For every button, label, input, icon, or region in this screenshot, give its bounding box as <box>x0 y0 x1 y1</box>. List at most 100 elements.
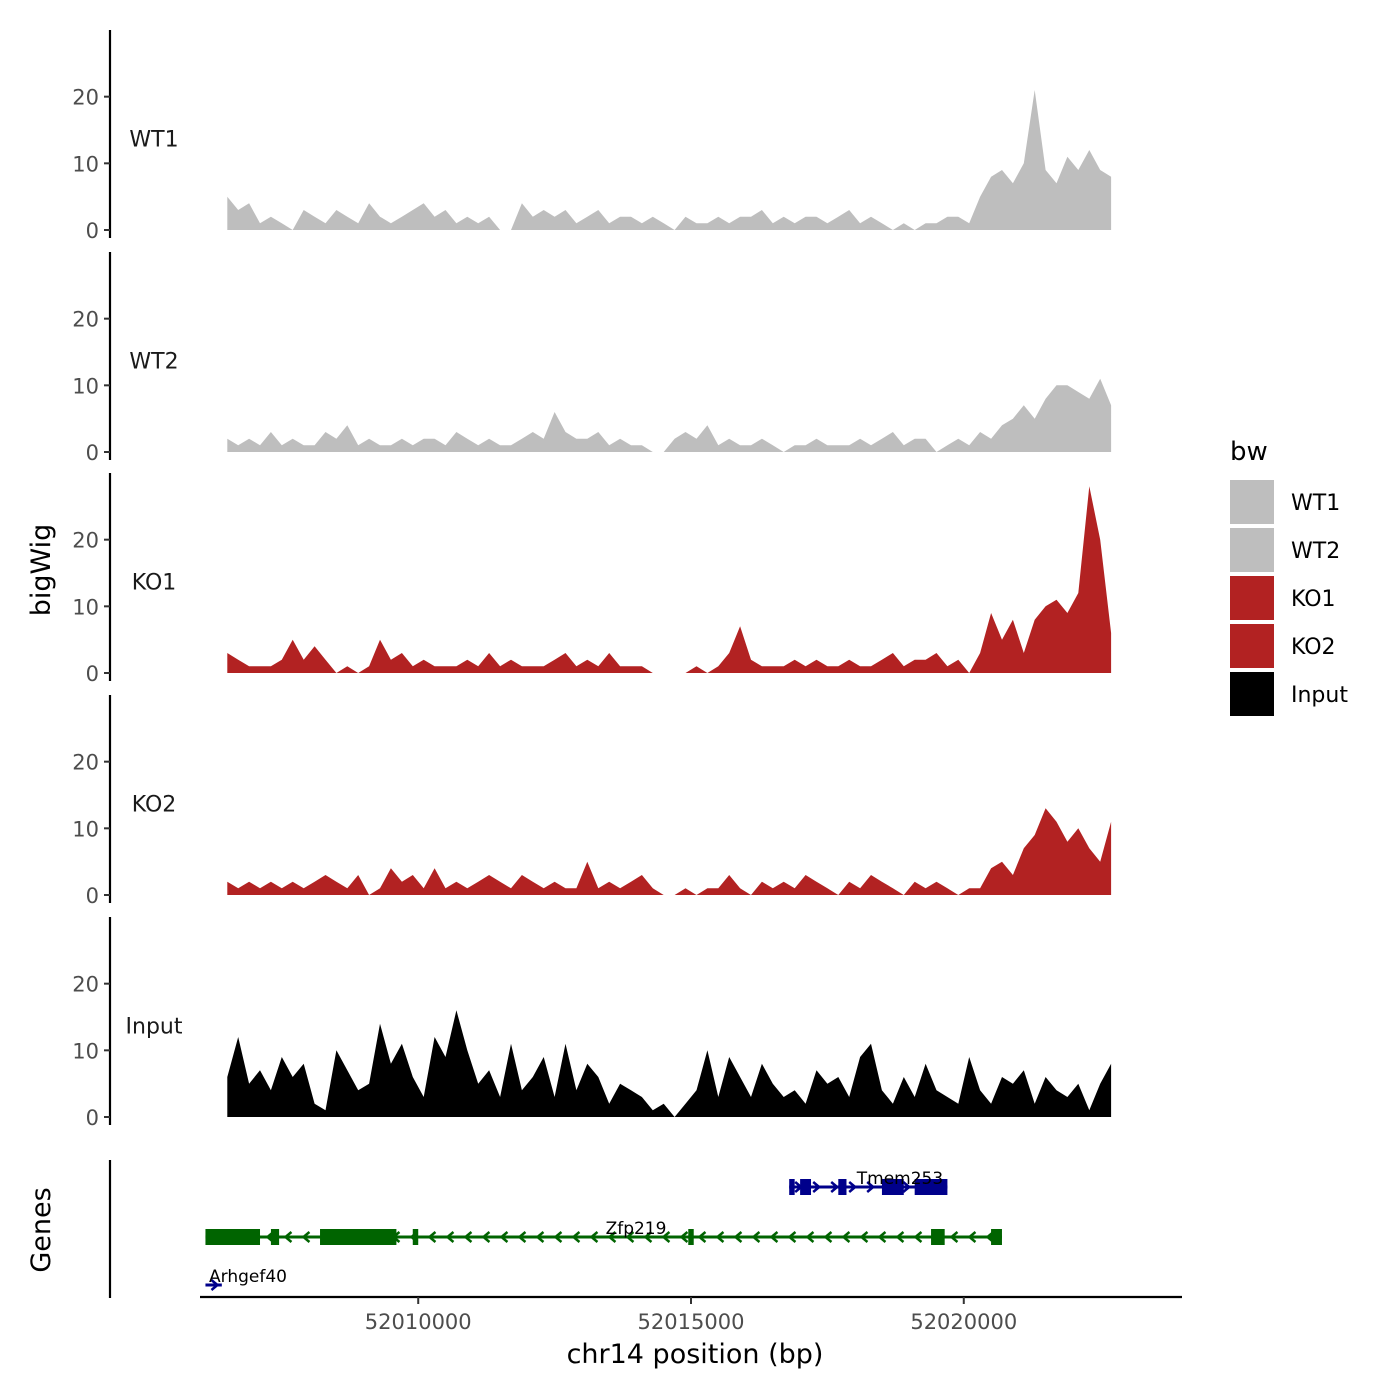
x-tick-label: 52015000 <box>638 1310 745 1334</box>
signal-tracks: 0 10 20 WT1 0 10 20 WT2 0 10 20 KO1 0 10 20 KO2 0 10 20 Inp… <box>72 30 1112 1130</box>
legend-swatch-wt1 <box>1230 480 1274 524</box>
gene-label: Arhgef40 <box>209 1267 287 1287</box>
y-tick-label: 20 <box>72 86 99 110</box>
gene-label: Zfp219 <box>606 1219 667 1239</box>
exon-block <box>881 1179 904 1195</box>
strand-arrow <box>841 1231 851 1243</box>
strand-arrow <box>733 1231 743 1243</box>
strand-arrow <box>427 1231 437 1243</box>
strand-arrow <box>589 1231 599 1243</box>
track-ko2: 0 10 20 KO2 <box>72 695 1112 908</box>
track-wt1: 0 10 20 WT1 <box>72 30 1112 243</box>
strand-arrow <box>661 1231 671 1243</box>
strand-arrow <box>967 1231 977 1243</box>
x-tick-label: 52010000 <box>365 1310 472 1334</box>
signal-area-input <box>227 1010 1112 1117</box>
exon-block <box>688 1229 694 1245</box>
strand-arrow <box>895 1231 905 1243</box>
track-label: WT1 <box>129 128 178 153</box>
track-label: KO2 <box>132 793 177 818</box>
strand-arrow <box>535 1231 545 1243</box>
y-tick-label: 0 <box>86 884 99 908</box>
track-input: 0 10 20 Input <box>72 917 1112 1130</box>
track-label: WT2 <box>129 350 178 375</box>
x-axis: 52010000 52015000 52020000 <box>200 1295 1182 1334</box>
legend-label: WT1 <box>1291 491 1340 516</box>
exon-block <box>412 1229 419 1245</box>
track-ko1: 0 10 20 KO1 <box>72 473 1112 686</box>
strand-arrow <box>949 1231 959 1243</box>
exon-block <box>789 1179 795 1195</box>
track-label: Input <box>126 1015 183 1040</box>
y-tick-label: 10 <box>72 595 99 619</box>
strand-arrow <box>210 1279 220 1291</box>
strand-arrow <box>481 1231 491 1243</box>
y-tick-label: 0 <box>86 441 99 465</box>
legend-label: WT2 <box>1291 539 1340 564</box>
x-axis-title: chr14 position (bp) <box>567 1339 824 1370</box>
exon-block <box>991 1229 1002 1245</box>
gene-tmem253: Tmem253 <box>789 1169 948 1195</box>
exon-block <box>838 1179 847 1195</box>
y-axis-title: bigWig <box>26 524 57 617</box>
exon-block <box>205 1229 261 1245</box>
signal-area-ko2 <box>227 808 1112 895</box>
exon-block <box>320 1229 397 1245</box>
signal-area-wt1 <box>227 90 1112 230</box>
strand-arrow <box>571 1231 581 1243</box>
strand-arrow <box>715 1231 725 1243</box>
strand-arrow <box>859 1231 869 1243</box>
legend-swatch-ko1 <box>1230 576 1274 620</box>
strand-arrow <box>445 1231 455 1243</box>
strand-arrow <box>769 1231 779 1243</box>
legend-swatch-ko2 <box>1230 624 1274 668</box>
strand-arrow <box>805 1231 815 1243</box>
strand-arrow <box>848 1181 858 1193</box>
legend: bw WT1 WT2 KO1 KO2 Input <box>1230 437 1348 716</box>
strand-arrow <box>301 1231 311 1243</box>
strand-arrow <box>866 1181 876 1193</box>
y-tick-label: 10 <box>72 152 99 176</box>
x-tick-label: 52020000 <box>910 1310 1017 1334</box>
exon-block <box>800 1179 812 1195</box>
strand-arrow <box>697 1231 707 1243</box>
legend-label: KO1 <box>1291 587 1336 612</box>
strand-arrow <box>823 1231 833 1243</box>
strand-arrow <box>463 1231 473 1243</box>
signal-area-wt2 <box>227 378 1112 452</box>
gene-annotation-panel: Tmem253 Zfp219 Arhgef40 <box>108 1160 1002 1298</box>
strand-arrow <box>517 1231 527 1243</box>
legend-swatch-wt2 <box>1230 528 1274 572</box>
y-tick-label: 0 <box>86 219 99 243</box>
track-wt2: 0 10 20 WT2 <box>72 252 1112 465</box>
y-tick-label: 0 <box>86 662 99 686</box>
exon-block <box>270 1229 280 1245</box>
strand-arrow <box>499 1231 509 1243</box>
strand-arrow <box>751 1231 761 1243</box>
strand-arrow <box>607 1231 617 1243</box>
strand-arrow <box>913 1231 923 1243</box>
y-tick-label: 10 <box>72 374 99 398</box>
strand-arrow <box>830 1181 840 1193</box>
y-tick-label: 20 <box>72 973 99 997</box>
exon-block <box>931 1229 945 1245</box>
gene-label: Tmem253 <box>856 1169 943 1189</box>
y-tick-label: 10 <box>72 1039 99 1063</box>
strand-arrow <box>787 1231 797 1243</box>
y-tick-label: 20 <box>72 308 99 332</box>
y-tick-label: 10 <box>72 817 99 841</box>
y-tick-label: 0 <box>86 1106 99 1130</box>
track-label: KO1 <box>132 571 177 596</box>
legend-label: KO2 <box>1291 635 1336 660</box>
exon-block <box>914 1179 948 1195</box>
strand-arrow <box>283 1231 293 1243</box>
strand-arrow <box>553 1231 563 1243</box>
y-tick-label: 20 <box>72 751 99 775</box>
signal-area-ko1 <box>227 486 1112 673</box>
strand-arrow <box>643 1231 653 1243</box>
gene-zfp219: Zfp219 <box>205 1219 1002 1245</box>
legend-label: Input <box>1291 683 1348 708</box>
strand-arrow <box>679 1231 689 1243</box>
strand-arrow <box>812 1181 822 1193</box>
legend-swatch-input <box>1230 672 1274 716</box>
